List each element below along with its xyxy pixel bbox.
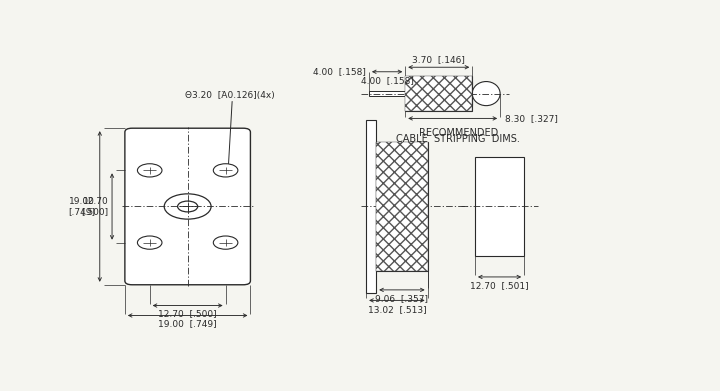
Ellipse shape: [472, 82, 500, 106]
Text: 12.70  [.500]: 12.70 [.500]: [158, 309, 217, 318]
FancyBboxPatch shape: [125, 128, 251, 285]
Bar: [405, 76, 472, 111]
Text: 19.00  [.749]: 19.00 [.749]: [158, 319, 217, 328]
Bar: [405, 76, 472, 111]
Bar: [366, 120, 377, 293]
Text: 13.02  [.513]: 13.02 [.513]: [368, 305, 426, 314]
Text: RECOMMENDED: RECOMMENDED: [418, 129, 498, 138]
Text: 9.06  [.357]: 9.06 [.357]: [375, 294, 428, 303]
Bar: [369, 91, 405, 96]
Text: 4.00  [.158]: 4.00 [.158]: [312, 67, 366, 76]
Text: 4.00  [.158]: 4.00 [.158]: [361, 76, 413, 85]
Text: 19.00
[.749]: 19.00 [.749]: [68, 197, 95, 216]
Text: 12.70
[.500]: 12.70 [.500]: [81, 197, 109, 216]
Text: 3.70  [.146]: 3.70 [.146]: [413, 55, 465, 64]
Text: 12.70  [.501]: 12.70 [.501]: [470, 281, 529, 290]
Text: 8.30  [.327]: 8.30 [.327]: [505, 114, 557, 123]
Text: CABLE  STRIPPING  DIMS.: CABLE STRIPPING DIMS.: [396, 135, 521, 145]
Bar: [377, 142, 428, 271]
Bar: [377, 142, 428, 271]
Text: Θ3.20  [Ά0.126](4x): Θ3.20 [Ά0.126](4x): [185, 91, 274, 100]
Bar: [475, 157, 524, 256]
